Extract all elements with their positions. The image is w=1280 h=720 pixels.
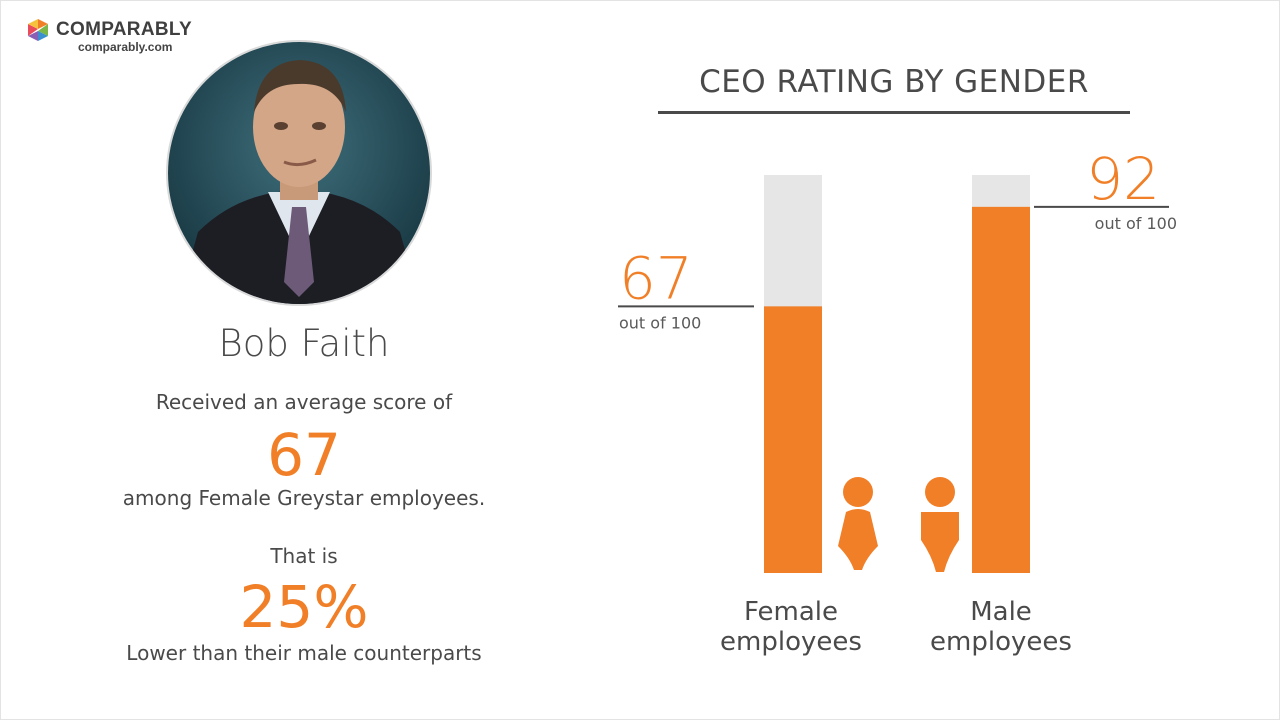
score-intro-text: Received an average score of xyxy=(155,390,453,414)
category-label-female-line1: Female xyxy=(743,597,838,627)
female-person-icon-head xyxy=(843,477,873,507)
female-person-icon xyxy=(838,509,878,570)
ceo-portrait xyxy=(168,42,430,304)
value-label-male: 92 xyxy=(1086,145,1160,213)
male-person-icon-head xyxy=(925,477,955,507)
score-context-text: among Female Greystar employees. xyxy=(122,486,486,510)
bar-male xyxy=(972,206,1030,573)
female-score-value: 67 xyxy=(267,421,341,489)
category-label-female: Female employees xyxy=(691,597,891,657)
difference-percent: 25% xyxy=(239,573,369,641)
brand: COMPARABLY comparably.com xyxy=(26,18,192,54)
brand-url: comparably.com xyxy=(78,40,173,54)
male-person-icon xyxy=(921,512,959,572)
brand-name: COMPARABLY xyxy=(56,19,193,40)
comparison-intro-text: That is xyxy=(270,544,338,568)
ceo-portrait-image xyxy=(168,42,430,304)
comparison-context-text: Lower than their male counterparts xyxy=(126,641,482,665)
category-label-male: Male employees xyxy=(901,597,1101,657)
comparably-logo-icon xyxy=(28,19,48,41)
ceo-name: Bob Faith xyxy=(218,322,390,365)
title-underline xyxy=(658,111,1130,114)
category-label-male-line2: employees xyxy=(930,627,1072,657)
category-label-male-line1: Male xyxy=(970,597,1032,627)
chart-title: CEO RATING BY GENDER xyxy=(699,64,1089,100)
value-sublabel-female: out of 100 xyxy=(619,313,701,332)
bar-female xyxy=(764,306,822,573)
category-label-female-line2: employees xyxy=(720,627,862,657)
value-label-female: 67 xyxy=(619,244,693,312)
value-sublabel-male: out of 100 xyxy=(1095,214,1177,233)
